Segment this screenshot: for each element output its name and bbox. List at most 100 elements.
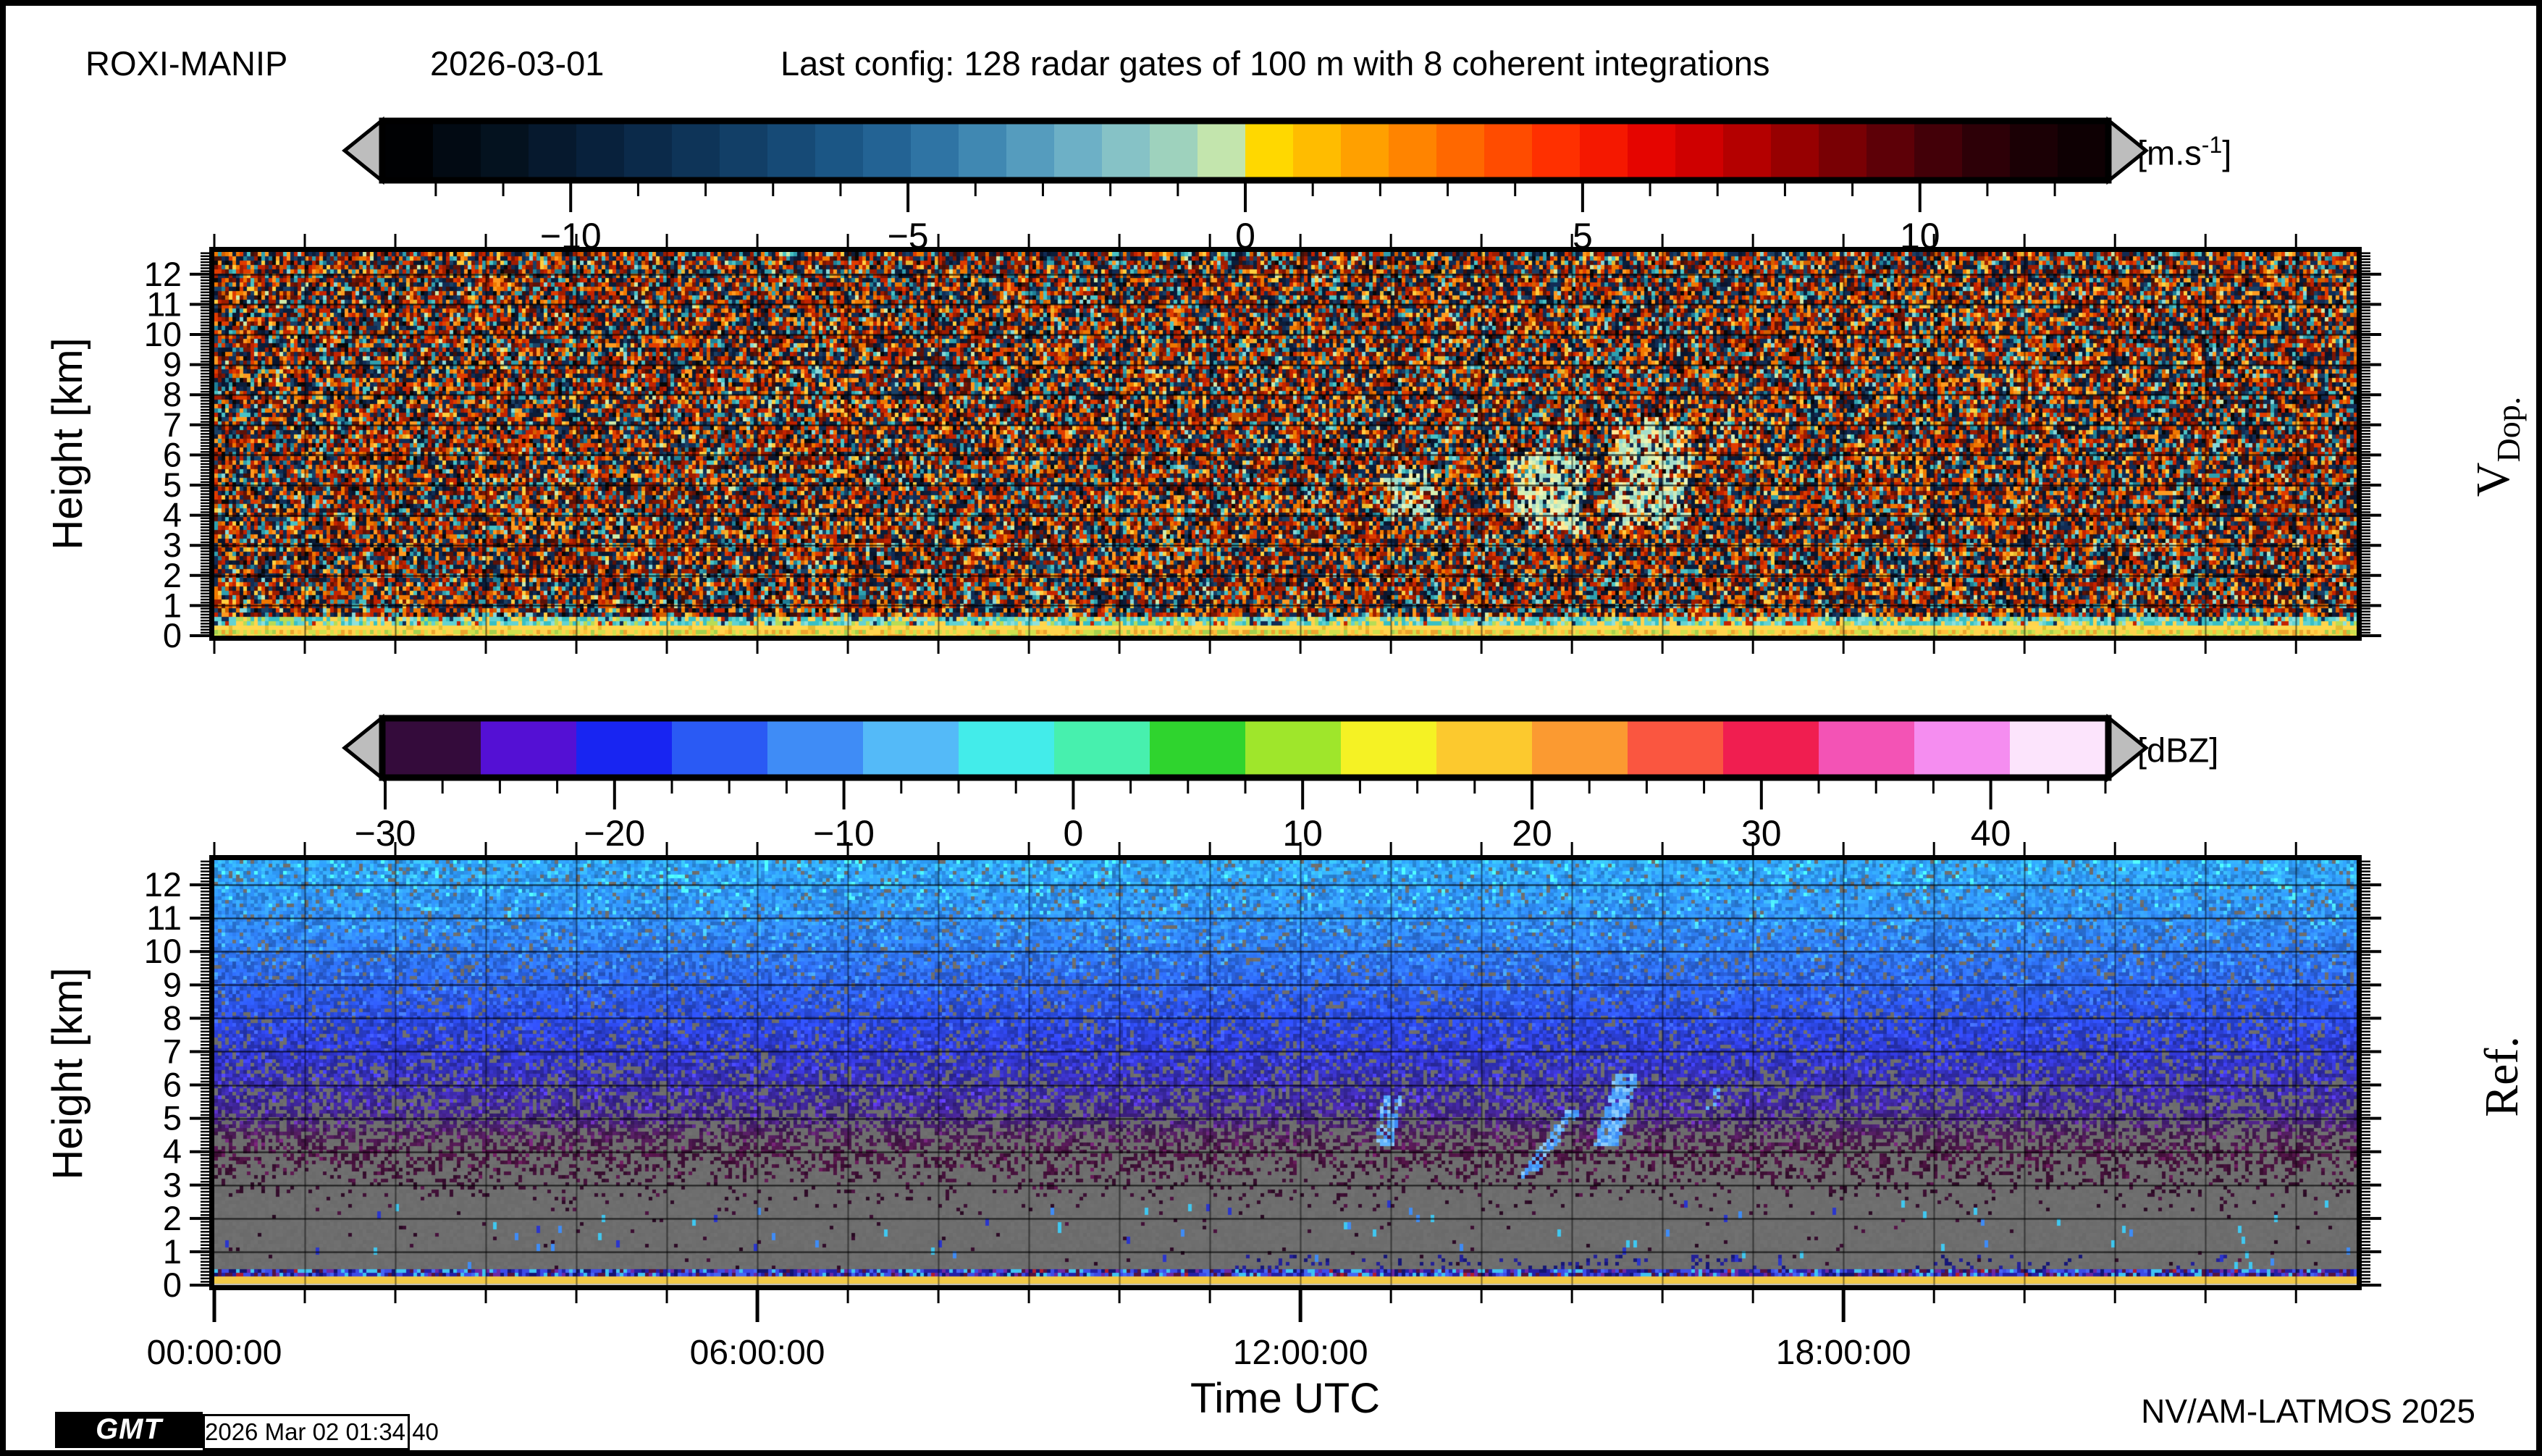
colorbar-cell — [1723, 124, 1772, 177]
colorbar-tick-label: −30 — [355, 813, 416, 854]
creation-timestamp: 2026 Mar 02 01:34:40 — [203, 1414, 439, 1450]
velocity-unit-post: ] — [2222, 133, 2232, 172]
colorbar-cell — [1150, 124, 1198, 177]
reflectivity-heatmap-canvas — [214, 860, 2357, 1285]
colorbar-tick-label: 10 — [1282, 813, 1323, 854]
colorbar-cell — [385, 721, 481, 775]
colorbar-cell — [1245, 124, 1294, 177]
colorbar-cell — [911, 124, 959, 177]
y-tick-label: 10 — [144, 932, 182, 970]
y-tick-label: 1 — [163, 1232, 182, 1271]
colorbar-cell — [1819, 721, 1915, 775]
y-tick-label: 0 — [163, 1266, 182, 1304]
colorbar-cell — [1914, 721, 2011, 775]
y-tick-label: 4 — [163, 496, 182, 534]
colorbar-cell — [481, 721, 577, 775]
velocity-panel-frame — [209, 247, 2362, 641]
colorbar-cell — [2058, 124, 2106, 177]
colorbar-cell — [1150, 721, 1246, 775]
colorbar-cell — [1914, 124, 1963, 177]
reflectivity-yaxis-title: Height [km] — [44, 967, 91, 1180]
colorbar-frame — [379, 715, 2112, 781]
credit-text: NV/AM-LATMOS 2025 — [2141, 1392, 2475, 1430]
observation-date: 2026-03-01 — [430, 44, 605, 83]
colorbar-cell — [2010, 721, 2106, 775]
y-tick-label: 1 — [163, 586, 182, 624]
velocity-panel-label-main: V — [2467, 462, 2520, 497]
colorbar-cell — [767, 124, 816, 177]
colorbar-cell — [1293, 124, 1342, 177]
reflectivity-panel-label: Ref. — [2475, 968, 2533, 1185]
reflectivity-panel-label-main: Ref. — [2475, 1036, 2528, 1117]
y-tick-label: 8 — [163, 998, 182, 1037]
colorbar-cell — [1628, 124, 1676, 177]
colorbar-cell — [1532, 721, 1628, 775]
colorbar-cell — [1436, 124, 1485, 177]
y-tick-label: 8 — [163, 375, 182, 413]
colorbar-frame — [379, 117, 2112, 184]
colorbar-cell — [959, 721, 1055, 775]
y-tick-label: 3 — [163, 1166, 182, 1204]
y-tick-label: 11 — [146, 285, 182, 323]
y-tick-label: 7 — [163, 405, 182, 444]
colorbar-cell — [1198, 124, 1246, 177]
y-tick-label: 2 — [163, 1199, 182, 1237]
y-tick-label: 12 — [144, 255, 182, 293]
reflectivity-colorbar-unit: [dBZ] — [2137, 729, 2218, 770]
colorbar-cell — [1054, 721, 1150, 775]
colorbar-cell — [1436, 721, 1533, 775]
colorbar-cell — [815, 124, 864, 177]
y-tick-label: 12 — [144, 865, 182, 904]
y-tick-label: 2 — [163, 556, 182, 594]
colorbar-cell — [672, 721, 768, 775]
colorbar-tick-label: −10 — [813, 813, 875, 854]
colorbar-cell — [767, 721, 864, 775]
colorbar-tick-label: −20 — [584, 813, 645, 854]
colorbar-cell — [863, 721, 959, 775]
x-tick-label: 06:00:00 — [690, 1334, 825, 1372]
velocity-panel-label: VDop. — [2466, 338, 2527, 555]
colorbar-cell — [529, 124, 577, 177]
y-tick-label: 5 — [163, 1099, 182, 1137]
colorbar-cell — [1675, 124, 1724, 177]
colorbar-cell — [576, 124, 625, 177]
colorbar-cell — [624, 124, 673, 177]
colorbar-cell — [672, 124, 720, 177]
colorbar-cell — [1580, 124, 1628, 177]
y-tick-label: 0 — [163, 616, 182, 655]
velocity-unit-pre: [m.s — [2137, 133, 2202, 172]
colorbar-cell — [1484, 124, 1533, 177]
velocity-unit-sup: -1 — [2201, 132, 2223, 158]
colorbar-tick-label: 30 — [1741, 813, 1782, 854]
colorbar-cell — [1245, 721, 1342, 775]
colorbar-cell — [433, 124, 481, 177]
y-tick-label: 4 — [163, 1132, 182, 1171]
colorbar-cell — [1771, 124, 1819, 177]
colorbar-cell — [1723, 721, 1819, 775]
x-tick-label: 12:00:00 — [1233, 1334, 1368, 1372]
colorbar-left-arrow — [342, 713, 384, 783]
velocity-colorbar-unit: [m.s-1] — [2137, 132, 2231, 173]
x-tick-label: 00:00:00 — [147, 1334, 282, 1372]
colorbar-cell — [720, 124, 768, 177]
colorbar-tick-label: 0 — [1063, 813, 1083, 854]
y-tick-label: 11 — [146, 899, 182, 937]
colorbar-cell — [481, 124, 529, 177]
y-tick-label: 6 — [163, 435, 182, 474]
y-tick-label: 5 — [163, 466, 182, 504]
y-tick-label: 9 — [163, 965, 182, 1003]
config-summary: Last config: 128 radar gates of 100 m wi… — [780, 44, 1770, 83]
colorbar-cell — [1389, 124, 1437, 177]
colorbar-cell — [1819, 124, 1867, 177]
y-tick-label: 7 — [163, 1032, 182, 1070]
colorbar-cell — [2010, 124, 2058, 177]
colorbar-cell — [863, 124, 912, 177]
y-tick-label: 6 — [163, 1066, 182, 1104]
colorbar-cell — [959, 124, 1007, 177]
colorbar-cell — [576, 721, 673, 775]
velocity-yaxis-title: Height [km] — [44, 337, 91, 550]
x-tick-label: 18:00:00 — [1776, 1334, 1911, 1372]
y-tick-label: 10 — [144, 315, 182, 353]
colorbar-left-arrow — [342, 116, 384, 185]
